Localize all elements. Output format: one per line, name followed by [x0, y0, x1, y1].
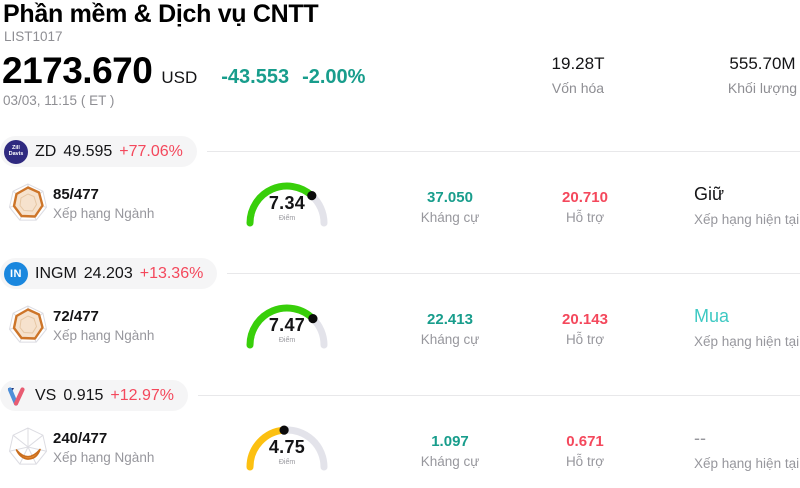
- list-id: LIST1017: [4, 29, 63, 44]
- support-column: 0.671 Hỗ trợ: [520, 433, 650, 469]
- score-label: Điểm: [278, 215, 296, 222]
- industry-rank-label: Xếp hạng Ngành: [53, 450, 155, 465]
- index-change: -43.553 -2.00%: [221, 66, 365, 89]
- rating-label: Xếp hạng hiện tại: [694, 212, 800, 227]
- row-header: IN INGM 24.203 +13.36%: [0, 258, 800, 289]
- rating-value: Giữ: [694, 184, 725, 204]
- ticker-symbol: INGM: [35, 264, 77, 282]
- ingm-logo-icon: IN: [4, 261, 28, 286]
- timestamp: 03/03, 11:15 ( ET ): [3, 93, 115, 108]
- industry-rank-radar-icon: [8, 304, 48, 346]
- support-value: 20.710: [562, 189, 608, 206]
- resistance-value: 22.413: [427, 311, 473, 328]
- industry-rank-radar-icon: [8, 426, 48, 468]
- score-value: 7.34: [268, 193, 306, 213]
- support-label: Hỗ trợ: [565, 210, 605, 225]
- industry-rank-value: 240/477: [53, 430, 108, 447]
- resistance-column: 37.050 Kháng cự: [385, 189, 515, 225]
- ticker-symbol: VS: [35, 386, 57, 404]
- industry-rank: 72/477 Xếp hạng Ngành: [53, 308, 154, 343]
- industry-rank: 85/477 Xếp hạng Ngành: [53, 186, 154, 221]
- ticker-pill-vs[interactable]: VS 0.915 +12.97%: [0, 380, 188, 411]
- ticker-pill-zd[interactable]: Zill Davis ZD 49.595 +77.06%: [0, 136, 197, 167]
- industry-rank-value: 85/477: [53, 186, 99, 203]
- ticker-change-percent: +12.97%: [110, 386, 174, 404]
- industry-rank-label: Xếp hạng Ngành: [53, 206, 155, 221]
- industry-rank: 240/477 Xếp hạng Ngành: [53, 430, 154, 465]
- support-value: 0.671: [566, 433, 604, 450]
- score-label: Điểm: [278, 337, 296, 344]
- resistance-label: Kháng cự: [420, 454, 480, 469]
- index-price: 2173.670: [2, 50, 153, 91]
- price-line: 2173.670 USD -43.553 -2.00%: [2, 50, 365, 92]
- ticker-price: 0.915: [63, 386, 104, 404]
- score-gauge: 7.34 Điểm: [240, 178, 334, 236]
- ticker-pill-ingm[interactable]: IN INGM 24.203 +13.36%: [0, 258, 218, 289]
- rating-label: Xếp hạng hiện tại: [694, 334, 800, 349]
- industry-rank-label: Xếp hạng Ngành: [53, 328, 155, 343]
- ticker-symbol: ZD: [35, 142, 57, 160]
- rating-value: --: [694, 428, 706, 448]
- market-cap-value: 19.28T: [551, 54, 605, 73]
- currency-label: USD: [161, 68, 198, 87]
- rating-label: Xếp hạng hiện tại: [694, 456, 800, 471]
- divider-line: [206, 151, 800, 152]
- divider-line: [227, 273, 800, 274]
- volume-value: 555.70M: [729, 54, 796, 73]
- score-label: Điểm: [278, 459, 296, 466]
- rating-column: Mua Xếp hạng hiện tại: [694, 306, 799, 349]
- rating-column: Giữ Xếp hạng hiện tại: [694, 184, 799, 227]
- industry-rank-radar-icon: [8, 182, 48, 224]
- support-label: Hỗ trợ: [565, 454, 605, 469]
- change-value: -43.553: [221, 66, 290, 88]
- market-cap-label: Vốn hóa: [551, 80, 605, 96]
- industry-rank-value: 72/477: [53, 308, 99, 325]
- ticker-row-zd: Zill Davis ZD 49.595 +77.06% 85: [0, 136, 800, 258]
- vs-logo-icon: [4, 384, 28, 408]
- score-gauge: 7.47 Điểm: [240, 300, 334, 358]
- resistance-label: Kháng cự: [420, 332, 480, 347]
- support-value: 20.143: [562, 311, 608, 328]
- logo-text: Davis: [8, 150, 24, 157]
- support-label: Hỗ trợ: [565, 332, 605, 347]
- rating-column: -- Xếp hạng hiện tại: [694, 428, 799, 471]
- ticker-row-vs: VS 0.915 +12.97% 240/477 Xếp hạng Ngành …: [0, 380, 800, 488]
- score-gauge: 4.75 Điểm: [240, 422, 334, 480]
- volume-stat: 555.70M Khối lượng: [690, 54, 800, 96]
- score-value: 4.75: [268, 437, 306, 457]
- page-title: Phần mềm & Dịch vụ CNTT: [3, 0, 319, 28]
- ticker-change-percent: +13.36%: [139, 264, 204, 282]
- market-cap-stat: 19.28T Vốn hóa: [518, 54, 638, 96]
- row-header: Zill Davis ZD 49.595 +77.06%: [0, 136, 800, 167]
- resistance-column: 1.097 Kháng cự: [385, 433, 515, 469]
- row-header: VS 0.915 +12.97%: [0, 380, 800, 411]
- volume-label: Khối lượng: [727, 80, 798, 96]
- logo-text: IN: [10, 267, 22, 280]
- zd-logo-icon: Zill Davis: [4, 139, 28, 164]
- score-value: 7.47: [268, 315, 306, 335]
- logo-text: Zill: [12, 145, 20, 151]
- resistance-value: 37.050: [427, 189, 473, 206]
- ticker-change-percent: +77.06%: [119, 142, 183, 160]
- resistance-value: 1.097: [431, 433, 469, 450]
- ticker-row-ingm: IN INGM 24.203 +13.36% 72/477 Xếp hạng N…: [0, 258, 800, 380]
- resistance-column: 22.413 Kháng cự: [385, 311, 515, 347]
- change-percent: -2.00%: [302, 66, 366, 88]
- divider-line: [198, 395, 800, 396]
- ticker-price: 49.595: [63, 142, 113, 160]
- support-column: 20.710 Hỗ trợ: [520, 189, 650, 225]
- support-column: 20.143 Hỗ trợ: [520, 311, 650, 347]
- resistance-label: Kháng cự: [420, 210, 480, 225]
- ticker-price: 24.203: [83, 264, 133, 282]
- rating-value: Mua: [694, 306, 730, 326]
